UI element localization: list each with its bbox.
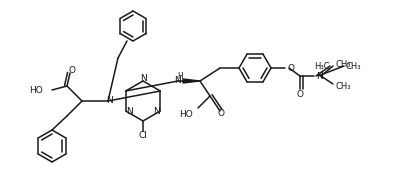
Text: N: N [106, 95, 112, 104]
Text: N: N [153, 106, 160, 115]
Text: N: N [126, 106, 133, 115]
Text: O: O [69, 65, 76, 74]
Text: H: H [177, 72, 183, 81]
Text: CH₃: CH₃ [335, 60, 351, 68]
Text: CH₃: CH₃ [335, 82, 351, 91]
Text: N: N [173, 75, 180, 84]
Polygon shape [183, 79, 200, 83]
Text: N: N [140, 74, 146, 83]
Text: N: N [316, 72, 323, 81]
Text: CH₃: CH₃ [345, 62, 360, 71]
Text: HO: HO [179, 110, 193, 119]
Text: O: O [296, 90, 303, 99]
Text: O: O [217, 109, 224, 117]
Text: Cl: Cl [139, 132, 148, 141]
Text: O: O [287, 64, 294, 73]
Text: H₃C: H₃C [314, 62, 330, 71]
Text: HO: HO [29, 85, 43, 94]
